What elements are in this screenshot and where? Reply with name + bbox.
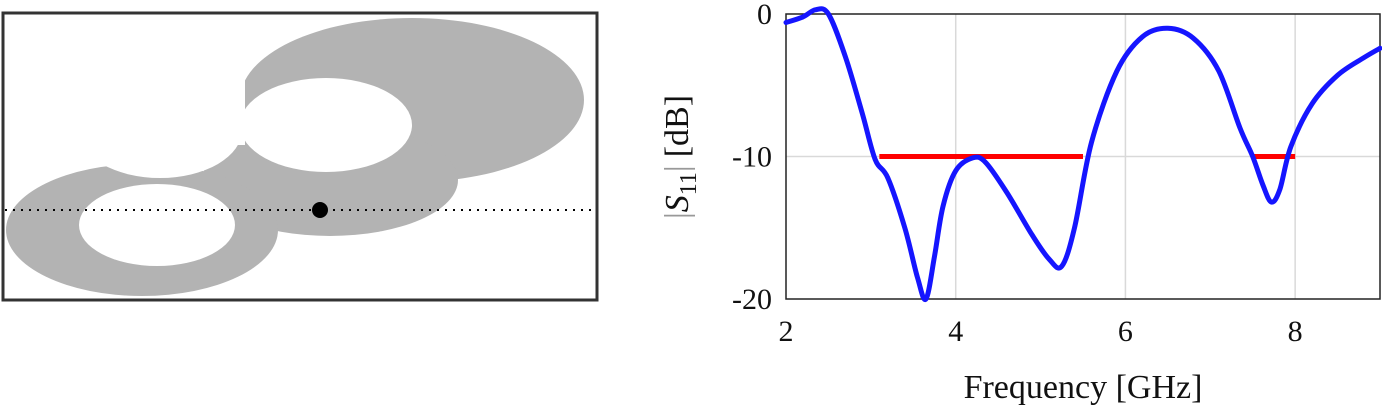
lower-slot [79, 184, 235, 266]
upper-slot [240, 78, 412, 172]
y-tick-labels: 0 -10 -20 [732, 0, 772, 316]
y-axis-title-text: |S11|[dB] [659, 95, 702, 219]
y-tick-label-1: -10 [732, 141, 772, 174]
y-axis-bar-left: | [659, 212, 696, 219]
s11-curve [783, 6, 1382, 303]
x-tick-label-1: 4 [948, 315, 963, 348]
x-tick-label-2: 6 [1118, 315, 1133, 348]
feed-point-marker [312, 202, 328, 218]
x-tick-label-3: 8 [1288, 315, 1303, 348]
y-axis-symbol: S [659, 195, 696, 212]
y-axis-subscript: 11 [676, 172, 702, 195]
antenna-geometry-panel [1, 11, 599, 302]
y-axis-title: |S11|[dB] [659, 95, 702, 219]
plot-area-frame [785, 13, 1381, 300]
left-notch [78, 82, 242, 178]
x-axis-title: Frequency [GHz] [964, 369, 1203, 406]
y-axis-bar-right: | [659, 165, 696, 172]
x-tick-labels: 2 4 6 8 [779, 315, 1303, 348]
y-tick-label-2: -20 [732, 283, 772, 316]
antenna-cutouts [5, 15, 412, 266]
y-axis-unit: [dB] [659, 95, 696, 157]
x-tick-label-0: 2 [779, 315, 794, 348]
y-tick-label-0: 0 [757, 0, 772, 31]
